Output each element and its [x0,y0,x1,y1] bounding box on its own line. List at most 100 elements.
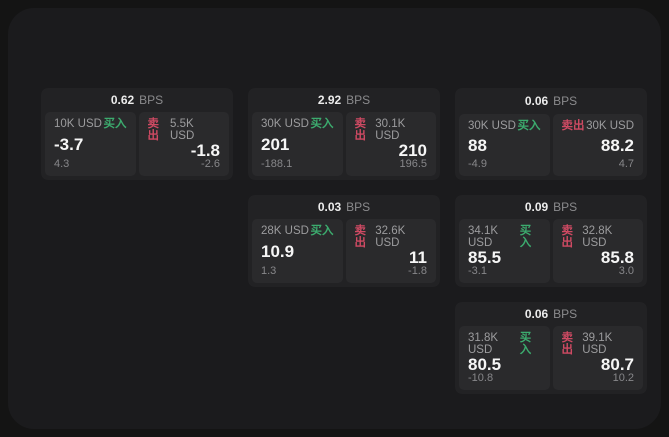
buy-delta: -3.1 [468,265,487,277]
buy-tile-top: 30K USD 买入 [261,118,334,131]
sell-tile-top: 卖出 32.8K USD [561,225,635,249]
bps-value: 0.62 [110,93,135,107]
sell-side-label: 卖出 [561,120,585,132]
card-header: 2.92 BPS [248,88,440,112]
bps-value: 2.92 [317,93,342,107]
card-body: 31.8K USD 买入 80.5 -10.8 卖出 39.1K USD 80.… [455,326,647,394]
sell-notional: 30.1K USD [375,118,406,142]
quote-card: 2.92 BPS 30K USD 买入 201 -188.1 卖出 30.1K … [248,88,440,180]
sell-delta: 4.7 [618,158,634,170]
card-body: 28K USD 买入 10.9 1.3 卖出 32.6K USD 11 -1.8 [248,219,440,287]
sell-quote-tile[interactable]: 卖出 32.8K USD 85.8 3.0 [552,219,643,283]
sell-tile-top: 卖出 5.5K USD [147,118,221,142]
app-panel: 0.62 BPS 10K USD 买入 -3.7 4.3 卖出 5.5K USD… [8,8,661,429]
quote-card: 0.03 BPS 28K USD 买入 10.9 1.3 卖出 32.6K US… [248,195,440,287]
sell-delta: 196.5 [399,158,427,170]
sell-tile-top: 卖出 30.1K USD [354,118,428,142]
buy-notional: 31.8K USD [468,332,499,356]
buy-delta: -10.8 [468,372,494,384]
sell-quote-tile[interactable]: 卖出 32.6K USD 11 -1.8 [345,219,436,283]
sell-notional: 39.1K USD [582,332,613,356]
sell-quote-tile[interactable]: 卖出 30.1K USD 210 196.5 [345,112,436,176]
buy-side-label: 买入 [310,118,334,130]
buy-price: 80.5 [468,355,502,374]
buy-tile-top: 10K USD 买入 [54,118,127,131]
sell-price: 80.7 [600,355,634,374]
sell-price: 11 [409,248,427,267]
sell-price: 210 [398,141,427,160]
buy-delta: 1.3 [261,265,277,277]
bps-unit-label: BPS [553,200,578,214]
buy-tile-top: 30K USD 买入 [468,120,541,133]
sell-price: 88.2 [600,136,634,156]
buy-notional: 34.1K USD [468,225,499,249]
buy-quote-tile[interactable]: 30K USD 买入 88 -4.9 [459,114,550,176]
buy-price: -3.7 [54,135,84,155]
bps-value: 0.06 [524,94,549,108]
sell-side-label: 卖出 [561,225,574,249]
buy-notional: 10K USD [54,118,102,130]
card-header: 0.06 BPS [455,302,647,326]
sell-quote-tile[interactable]: 卖出 39.1K USD 80.7 10.2 [552,326,643,390]
sell-side-label: 卖出 [354,225,367,249]
buy-price: 88 [468,136,487,156]
card-header: 0.62 BPS [41,88,233,112]
card-header: 0.03 BPS [248,195,440,219]
buy-price: 10.9 [261,242,295,262]
bps-unit-label: BPS [553,94,578,108]
buy-side-label: 买入 [310,225,334,237]
buy-tile-top: 31.8K USD 买入 [468,332,541,356]
buy-price: 201 [261,135,290,155]
card-body: 10K USD 买入 -3.7 4.3 卖出 5.5K USD -1.8 -2.… [41,112,233,180]
quote-card: 0.09 BPS 34.1K USD 买入 85.5 -3.1 卖出 32.8K… [455,195,647,287]
bps-unit-label: BPS [346,93,371,107]
card-body: 30K USD 买入 88 -4.9 卖出 30K USD 88.2 4.7 [455,114,647,180]
sell-side-label: 卖出 [147,118,160,142]
buy-quote-tile[interactable]: 31.8K USD 买入 80.5 -10.8 [459,326,550,390]
buy-side-label: 买入 [519,225,532,249]
buy-tile-top: 28K USD 买入 [261,225,334,238]
sell-tile-top: 卖出 39.1K USD [561,332,635,356]
bps-unit-label: BPS [139,93,164,107]
sell-quote-tile[interactable]: 卖出 5.5K USD -1.8 -2.6 [138,112,229,176]
quote-card: 0.06 BPS 30K USD 买入 88 -4.9 卖出 30K USD 8… [455,88,647,180]
bps-value: 0.06 [524,307,549,321]
buy-notional: 30K USD [261,118,309,130]
buy-delta: -4.9 [468,158,487,170]
sell-side-label: 卖出 [354,118,367,142]
buy-side-label: 买入 [103,118,127,130]
sell-notional: 30K USD [586,120,634,132]
bps-unit-label: BPS [346,200,371,214]
card-header: 0.06 BPS [455,88,647,114]
buy-tile-top: 34.1K USD 买入 [468,225,541,249]
sell-delta: 10.2 [612,372,634,384]
buy-delta: 4.3 [54,158,70,170]
buy-notional: 28K USD [261,225,309,237]
sell-notional: 32.6K USD [375,225,406,249]
bps-unit-label: BPS [553,307,578,321]
bps-value: 0.09 [524,200,549,214]
sell-tile-top: 卖出 30K USD [561,120,635,133]
buy-price: 85.5 [468,248,502,267]
sell-delta: -1.8 [408,265,427,277]
buy-quote-tile[interactable]: 30K USD 买入 201 -188.1 [252,112,343,176]
sell-delta: 3.0 [618,265,634,277]
buy-quote-tile[interactable]: 10K USD 买入 -3.7 4.3 [45,112,136,176]
bps-value: 0.03 [317,200,342,214]
quote-card-grid: 0.62 BPS 10K USD 买入 -3.7 4.3 卖出 5.5K USD… [41,88,647,394]
sell-notional: 5.5K USD [169,118,195,142]
buy-side-label: 买入 [519,332,532,356]
sell-price: 85.8 [600,248,634,267]
sell-price: -1.8 [190,141,220,160]
buy-quote-tile[interactable]: 28K USD 买入 10.9 1.3 [252,219,343,283]
quote-card: 0.62 BPS 10K USD 买入 -3.7 4.3 卖出 5.5K USD… [41,88,233,180]
sell-quote-tile[interactable]: 卖出 30K USD 88.2 4.7 [552,114,643,176]
sell-side-label: 卖出 [561,332,574,356]
quote-card: 0.06 BPS 31.8K USD 买入 80.5 -10.8 卖出 39.1… [455,302,647,394]
card-header: 0.09 BPS [455,195,647,219]
buy-side-label: 买入 [517,120,541,132]
sell-notional: 32.8K USD [582,225,613,249]
buy-delta: -188.1 [261,158,293,170]
sell-delta: -2.6 [201,158,220,170]
buy-quote-tile[interactable]: 34.1K USD 买入 85.5 -3.1 [459,219,550,283]
